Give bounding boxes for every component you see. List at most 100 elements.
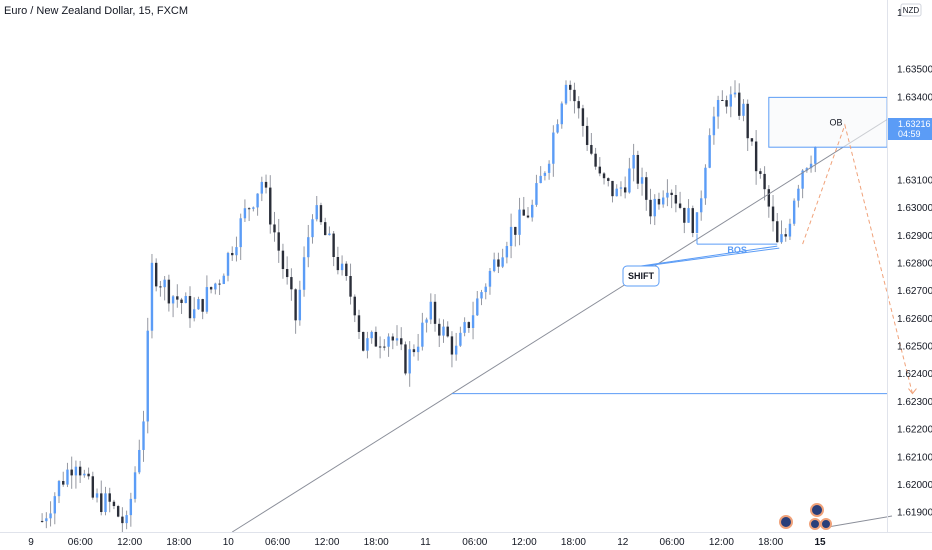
time-tick-label: 18:00 — [758, 537, 783, 548]
shift-pointer — [644, 247, 780, 267]
candle — [416, 333, 420, 361]
candle-body — [374, 331, 378, 347]
candle-body — [231, 252, 234, 256]
candle-body — [125, 515, 128, 524]
candle-body — [636, 154, 640, 184]
candle — [454, 332, 458, 361]
candle-body — [704, 167, 707, 199]
candle-body — [784, 234, 787, 237]
candle-body — [552, 132, 555, 164]
candle — [607, 177, 610, 187]
candle-body — [421, 322, 424, 347]
candle-body — [400, 338, 403, 345]
candle — [395, 325, 399, 346]
candle — [442, 319, 445, 343]
candle — [539, 166, 542, 184]
candle — [463, 317, 466, 337]
candle — [374, 326, 378, 347]
candle — [201, 298, 204, 320]
candle — [421, 312, 424, 351]
candle — [400, 327, 403, 351]
annotations[interactable]: OB BOS SHIFT — [231, 96, 917, 533]
price-tick-label: 1.62700 — [897, 286, 932, 297]
candle — [239, 213, 242, 260]
candle-body — [235, 247, 238, 256]
candle — [167, 274, 171, 312]
candle-body — [214, 283, 217, 290]
candle — [742, 99, 745, 122]
candle-body — [176, 296, 179, 300]
candle — [247, 207, 251, 222]
projection-path[interactable] — [802, 123, 913, 394]
logo-icon[interactable] — [779, 515, 793, 529]
candle — [556, 119, 559, 134]
ob-zone[interactable] — [768, 96, 888, 148]
candle-body — [332, 233, 335, 258]
candle-body — [729, 94, 732, 107]
candle — [522, 196, 525, 216]
currency-badge-icon[interactable]: NZD — [900, 3, 922, 17]
candle-body — [691, 208, 694, 234]
candle-body — [383, 346, 386, 348]
candle — [176, 284, 179, 308]
time-tick-label: 11 — [420, 537, 431, 548]
candle-body — [45, 518, 48, 522]
candle — [332, 231, 335, 267]
candle — [273, 211, 276, 242]
fire-icon[interactable] — [809, 518, 832, 530]
candle — [349, 263, 352, 305]
candle — [121, 507, 124, 533]
candle-body — [285, 269, 289, 278]
trendline[interactable] — [231, 119, 888, 533]
candle-body — [725, 100, 728, 107]
bos-label: BOS — [727, 245, 747, 255]
candle — [716, 95, 720, 129]
candle-body — [442, 326, 445, 336]
price-tick-label: 1.63000 — [897, 203, 932, 214]
candle — [531, 199, 534, 222]
candle-body — [74, 466, 78, 476]
candle-body — [526, 215, 530, 218]
trendline-segment[interactable] — [821, 515, 893, 529]
candle-body — [661, 197, 665, 205]
candle — [362, 331, 365, 352]
candles[interactable] — [40, 80, 817, 533]
candle — [100, 480, 103, 516]
candle-body — [116, 506, 120, 517]
candle-body — [209, 287, 213, 290]
price-tick-label: 1.62900 — [897, 231, 932, 242]
candle-body — [425, 319, 428, 323]
candle — [290, 268, 293, 301]
candle — [218, 279, 221, 295]
candle-body — [154, 262, 158, 287]
candle-body — [218, 283, 221, 285]
candle — [357, 309, 361, 340]
candle — [708, 128, 711, 169]
time-tick-label: 12:00 — [314, 537, 339, 548]
candle-body — [53, 496, 56, 514]
candle-body — [70, 469, 73, 476]
candle-body — [302, 257, 306, 290]
candle — [188, 286, 192, 328]
candle — [209, 286, 213, 294]
candle — [129, 492, 133, 527]
candle-body — [733, 92, 737, 95]
candle — [252, 206, 255, 212]
candle-body — [256, 193, 259, 208]
candle-body — [83, 473, 86, 476]
candle — [231, 246, 234, 261]
candle — [585, 117, 589, 151]
candle-body — [678, 203, 682, 208]
candle — [687, 199, 690, 223]
rocket-icon[interactable] — [810, 503, 824, 517]
shift-callout[interactable] — [622, 265, 660, 287]
time-axis[interactable]: 9 06:00 12:00 18:00 10 06:00 12:00 18:00 11 06:00… — [28, 537, 826, 548]
candle-body — [121, 516, 124, 524]
candle — [683, 207, 686, 234]
time-tick-label: 9 — [28, 537, 34, 548]
price-tick-label: 1.62600 — [897, 314, 932, 325]
candle-body — [771, 206, 775, 222]
candle-body — [476, 298, 479, 316]
candle — [564, 80, 568, 105]
